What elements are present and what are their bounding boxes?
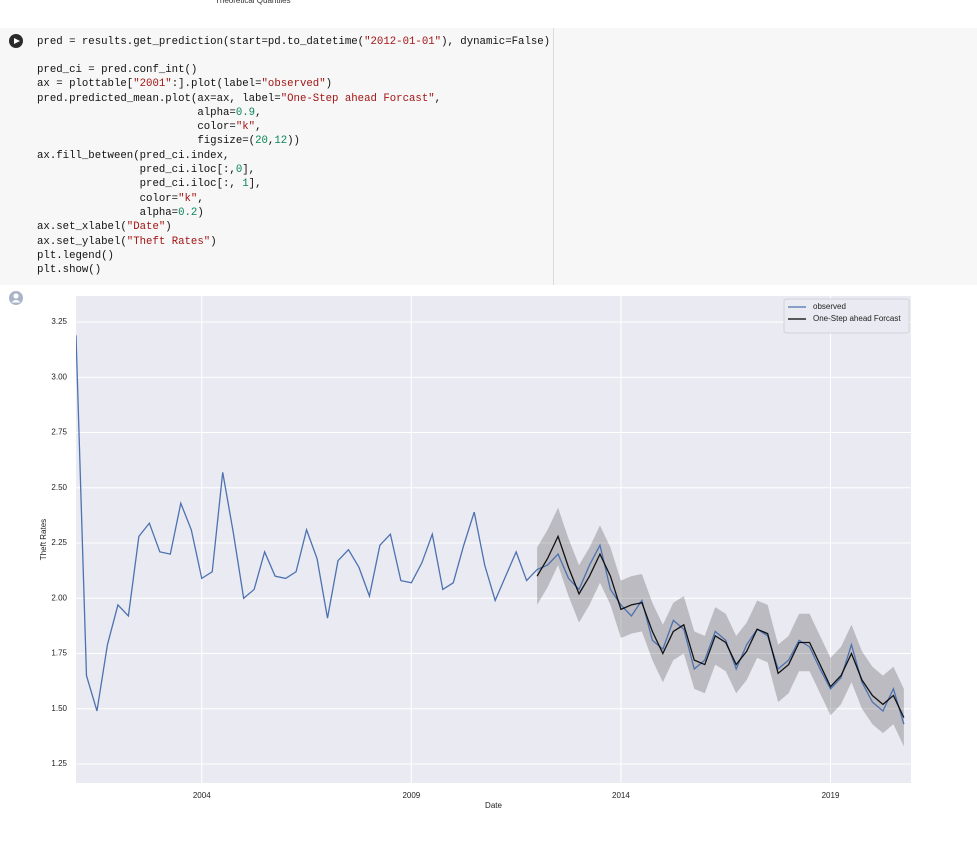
code-line: plt.legend() — [37, 249, 114, 262]
y-tick-label: 2.00 — [51, 593, 67, 602]
y-tick-label: 3.00 — [51, 372, 67, 381]
series-line — [76, 335, 905, 725]
code-line: ax.set_xlabel("Date") — [37, 221, 172, 234]
plot-area — [76, 296, 911, 783]
code-block: pred_ci = pred.conf_int()ax = plottable[… — [37, 63, 441, 277]
code-line: pred_ci.iloc[:,0], — [37, 164, 256, 177]
code-line: plt.show() — [37, 264, 102, 277]
x-tick-label: 2004 — [193, 791, 211, 800]
x-tick-label: 2009 — [402, 791, 420, 800]
code-block: pred = results.get_prediction(start=pd.t… — [37, 35, 550, 49]
code-line: color="k", — [37, 121, 262, 134]
code-line: color="k", — [37, 192, 204, 205]
previous-output-label: Theoretical Quantiles — [215, 0, 291, 5]
divider — [553, 28, 554, 285]
code-line: alpha=0.2) — [37, 206, 204, 219]
y-axis-label: Theft Rates — [39, 519, 48, 560]
y-tick-label: 1.75 — [51, 649, 67, 658]
legend-label: One-Step ahead Forcast — [813, 314, 901, 323]
code-line: pred_ci.iloc[:, 1], — [37, 178, 262, 191]
y-tick-label: 3.25 — [51, 317, 67, 326]
confidence-band — [537, 507, 904, 747]
x-axis-label: Date — [485, 801, 502, 810]
legend-label: observed — [813, 302, 846, 311]
output-icon — [9, 291, 23, 305]
code-line: pred_ci = pred.conf_int() — [37, 64, 198, 76]
code-line: pred = results.get_prediction(start=pd.t… — [37, 36, 551, 48]
x-tick-label: 2019 — [822, 791, 840, 800]
code-line: ax.fill_between(pred_ci.index, — [37, 149, 230, 162]
series-group — [76, 335, 905, 747]
y-tick-label: 2.75 — [51, 428, 67, 437]
code-line: ax = plottable["2001":].plot(label="obse… — [37, 78, 333, 91]
y-tick-label: 1.50 — [51, 704, 67, 713]
code-line: figsize=(20,12)) — [37, 135, 300, 148]
series-line — [536, 534, 905, 718]
y-tick-label: 1.25 — [51, 759, 67, 768]
code-cell: pred = results.get_prediction(start=pd.t… — [0, 28, 977, 285]
y-tick-label: 2.50 — [51, 483, 67, 492]
code-line: alpha=0.9, — [37, 106, 262, 119]
chart: 1.25 1.50 1.75 2.00 2.25 2.50 2.75 3.00 3.25 2004… — [9, 291, 911, 810]
y-tick-label: 2.25 — [51, 538, 67, 547]
code-line: pred.predicted_mean.plot(ax=ax, label="O… — [37, 92, 442, 105]
run-button[interactable] — [9, 34, 23, 48]
code-line: ax.set_ylabel("Theft Rates") — [37, 235, 217, 248]
legend-box — [783, 298, 910, 334]
x-tick-label: 2014 — [612, 791, 630, 800]
